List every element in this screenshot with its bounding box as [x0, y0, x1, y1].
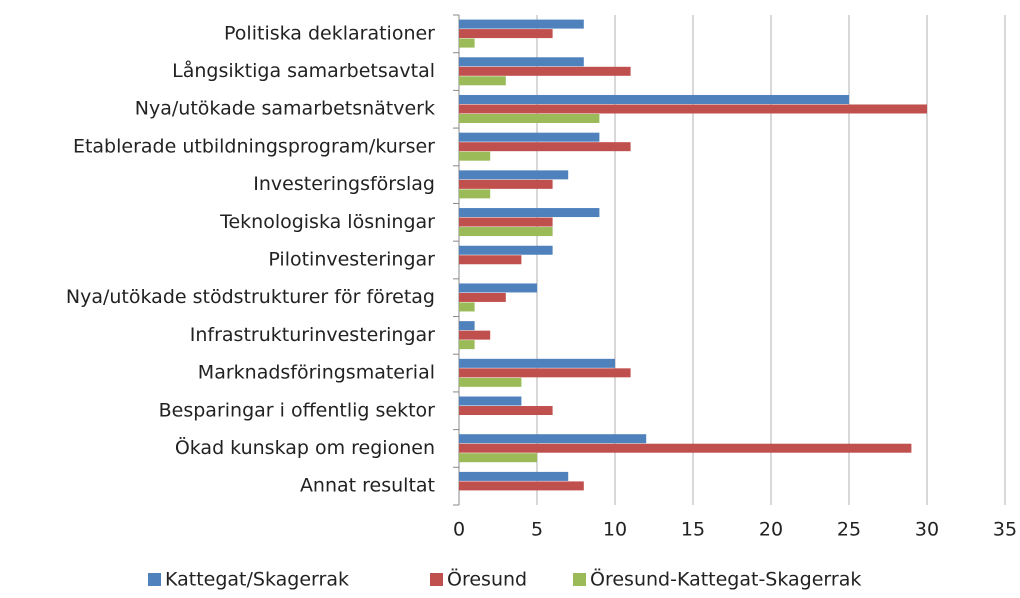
category-label: Politiska deklarationer — [224, 22, 435, 44]
legend-swatch — [148, 573, 161, 586]
bar — [459, 76, 506, 86]
legend-label: Kattegat/Skagerrak — [165, 569, 349, 591]
x-tick-label: 0 — [453, 519, 465, 541]
bar — [459, 453, 537, 463]
bar — [459, 179, 553, 189]
x-tick-label: 20 — [759, 519, 783, 541]
legend-swatch — [573, 573, 586, 586]
bar — [459, 434, 647, 444]
category-label: Infrastrukturinvesteringar — [190, 324, 435, 346]
legend-swatch — [430, 573, 443, 586]
category-label: Pilotinvesteringar — [268, 249, 435, 271]
category-label: Ökad kunskap om regionen — [175, 436, 435, 459]
bar — [459, 330, 491, 340]
category-label: Teknologiska lösningar — [219, 211, 435, 233]
category-label: Etablerade utbildningsprogram/kurser — [73, 135, 435, 157]
bar — [459, 471, 569, 481]
legend-label: Öresund-Kattegat-Skagerrak — [590, 568, 861, 591]
bar — [459, 29, 553, 39]
x-tick-label: 5 — [531, 519, 543, 541]
bar — [459, 255, 522, 265]
bar — [459, 481, 584, 491]
bar — [459, 66, 631, 76]
bar — [459, 283, 537, 293]
x-tick-label: 35 — [993, 519, 1017, 541]
bar — [459, 38, 475, 48]
bar — [459, 321, 475, 331]
category-label: Nya/utökade samarbetsnätverk — [135, 98, 435, 120]
bar — [459, 340, 475, 350]
category-label: Nya/utökade stödstrukturer för företag — [66, 286, 435, 308]
bar — [459, 170, 569, 180]
bar — [459, 113, 600, 123]
bar — [459, 292, 506, 302]
bar — [459, 151, 491, 161]
bar — [459, 443, 912, 453]
bar — [459, 94, 849, 104]
x-tick-label: 30 — [915, 519, 939, 541]
category-label: Annat resultat — [300, 475, 435, 497]
category-label: Marknadsföringsmaterial — [198, 362, 435, 384]
x-tick-label: 15 — [681, 519, 705, 541]
bar — [459, 104, 927, 114]
bar — [459, 245, 553, 255]
bar — [459, 358, 615, 368]
bar — [459, 227, 553, 237]
bar — [459, 142, 631, 152]
bar — [459, 377, 522, 387]
bar — [459, 396, 522, 406]
bar — [459, 368, 631, 378]
bar — [459, 302, 475, 312]
bar — [459, 406, 553, 416]
bar — [459, 57, 584, 67]
bar — [459, 208, 600, 218]
bar — [459, 19, 584, 29]
category-label: Långsiktiga samarbetsavtal — [172, 59, 435, 82]
x-tick-label: 10 — [603, 519, 627, 541]
bar — [459, 189, 491, 199]
category-label: Investeringsförslag — [253, 173, 435, 195]
legend-label: Öresund — [447, 568, 527, 591]
x-tick-label: 25 — [837, 519, 861, 541]
bar — [459, 217, 553, 227]
bar — [459, 132, 600, 142]
category-label: Besparingar i offentlig sektor — [159, 399, 436, 421]
